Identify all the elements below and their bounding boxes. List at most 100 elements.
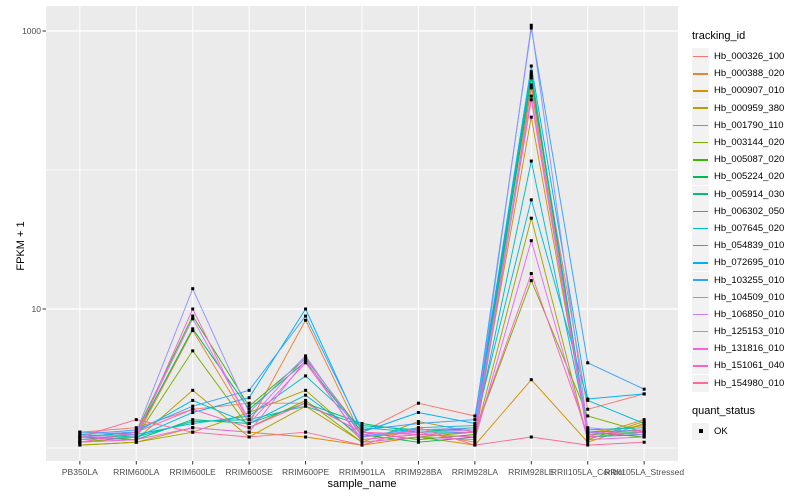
- legend-key-line: [693, 227, 708, 230]
- x-tick-label: RRIM600PE: [281, 467, 330, 477]
- legend-key-line: [693, 313, 708, 316]
- data-point: [529, 64, 533, 68]
- data-point: [586, 361, 590, 365]
- data-point: [247, 404, 251, 408]
- data-point: [473, 435, 477, 439]
- data-point: [586, 430, 590, 434]
- legend-key-line: [693, 382, 708, 384]
- legend-item: Hb_000907_010: [692, 82, 798, 100]
- legend-item: Hb_104509_010: [692, 288, 798, 306]
- data-point: [304, 401, 308, 405]
- legend-item-label: Hb_103255_010: [714, 274, 785, 286]
- data-point: [529, 279, 533, 283]
- data-point: [304, 430, 308, 434]
- legend-title-quant-status: quant_status: [692, 404, 755, 417]
- data-point: [642, 440, 646, 444]
- data-point: [473, 422, 477, 426]
- legend-key: [692, 48, 709, 66]
- data-point: [529, 76, 533, 80]
- legend-item-label: Hb_003144_020: [714, 137, 785, 149]
- data-point: [416, 435, 420, 439]
- legend-item: Hb_154980_010: [692, 374, 798, 392]
- data-point: [473, 418, 477, 422]
- legend-key-line: [693, 296, 708, 299]
- data-point: [134, 418, 138, 422]
- data-point: [191, 422, 195, 426]
- data-point: [473, 430, 477, 434]
- data-point: [416, 420, 420, 424]
- data-point: [360, 438, 364, 442]
- x-axis-title: sample_name: [327, 478, 397, 490]
- data-point: [529, 70, 533, 74]
- data-point: [473, 438, 477, 442]
- legend: tracking_id Hb_000326_100 Hb_000388_020 Hb…: [692, 30, 798, 440]
- legend-item-label: Hb_005224_020: [714, 171, 785, 183]
- legend-item: Hb_001790_110: [692, 116, 798, 134]
- data-point: [191, 418, 195, 422]
- data-point: [529, 94, 533, 98]
- y-tick-label: 1000: [22, 26, 41, 36]
- quant-ok-key: [692, 422, 709, 440]
- data-point: [529, 272, 533, 276]
- data-point: [191, 349, 195, 353]
- data-point: [78, 435, 82, 439]
- legend-item: Hb_007645_020: [692, 219, 798, 237]
- data-point: [304, 355, 308, 359]
- legend-key: [692, 65, 709, 83]
- data-point: [247, 422, 251, 426]
- data-point: [191, 327, 195, 331]
- data-point: [247, 426, 251, 430]
- data-point: [304, 393, 308, 397]
- legend-key-line: [693, 73, 708, 75]
- data-point: [134, 440, 138, 444]
- data-point: [473, 428, 477, 432]
- x-tick-label: RRII105LA_Stressed: [604, 467, 685, 477]
- data-point: [416, 422, 420, 426]
- legend-key: [692, 99, 709, 117]
- data-point: [247, 407, 251, 411]
- legend-key: [692, 254, 709, 272]
- legend-key-line: [693, 348, 708, 350]
- data-point: [78, 438, 82, 442]
- data-point: [416, 401, 420, 405]
- data-point: [473, 443, 477, 447]
- data-point: [529, 23, 533, 27]
- data-point: [191, 287, 195, 291]
- legend-item-label: Hb_151061_040: [714, 360, 785, 372]
- legend-item-label: Hb_154980_010: [714, 377, 785, 389]
- legend-key: [692, 202, 709, 220]
- legend-item-label: Hb_005914_030: [714, 188, 785, 200]
- data-point: [529, 216, 533, 220]
- data-point: [247, 388, 251, 392]
- legend-item-label: Hb_000907_010: [714, 85, 785, 97]
- data-point: [360, 430, 364, 434]
- legend-item-label: Hb_072695_010: [714, 257, 785, 269]
- legend-item-label: Hb_006302_050: [714, 205, 785, 217]
- data-point: [134, 433, 138, 437]
- legend-key-line: [693, 176, 708, 178]
- data-point: [247, 401, 251, 405]
- data-point: [473, 426, 477, 430]
- legend-item: Hb_072695_010: [692, 254, 798, 272]
- data-point: [529, 435, 533, 439]
- data-point: [247, 411, 251, 415]
- legend-key-line: [693, 193, 708, 195]
- legend-key-line: [693, 210, 708, 213]
- data-point: [642, 433, 646, 437]
- legend-quant-status: quant_status OK: [692, 405, 798, 440]
- legend-key-line: [693, 124, 708, 127]
- data-point: [304, 374, 308, 378]
- data-point: [304, 361, 308, 365]
- legend-item: Hb_106850_010: [692, 305, 798, 323]
- data-point: [304, 318, 308, 322]
- data-point: [529, 72, 533, 76]
- data-point: [78, 433, 82, 437]
- x-tick-label: RRIM600LE: [169, 467, 216, 477]
- data-point: [642, 392, 646, 396]
- data-point: [416, 430, 420, 434]
- legend-key: [692, 323, 709, 341]
- legend-key: [692, 340, 709, 358]
- legend-key: [692, 185, 709, 203]
